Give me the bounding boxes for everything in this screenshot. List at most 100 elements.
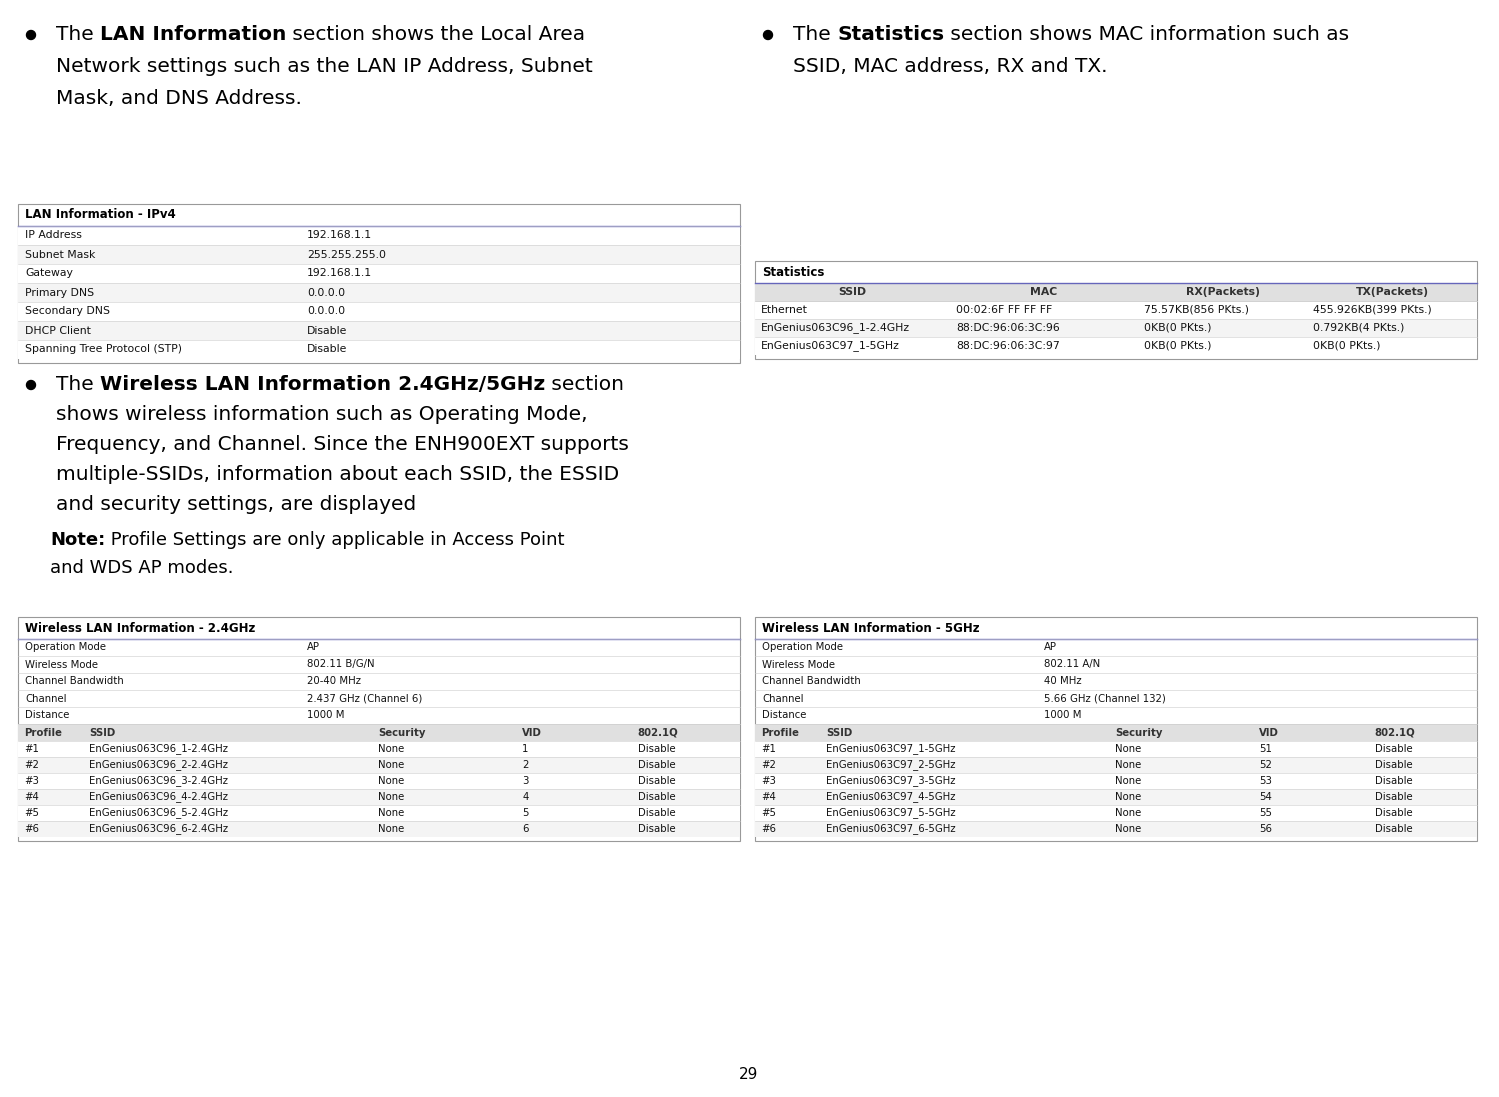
Text: VID: VID <box>522 727 543 737</box>
Text: 1000 M: 1000 M <box>307 711 345 721</box>
Text: IP Address: IP Address <box>25 230 82 240</box>
Text: Wireless LAN Information - 5GHz: Wireless LAN Information - 5GHz <box>761 622 980 634</box>
Text: EnGenius063C97_1-5GHz: EnGenius063C97_1-5GHz <box>761 340 899 351</box>
Bar <box>18 204 741 363</box>
Text: EnGenius063C97_1-5GHz: EnGenius063C97_1-5GHz <box>826 744 955 755</box>
Text: SSID: SSID <box>88 727 115 737</box>
Text: #5: #5 <box>24 808 39 818</box>
Text: #2: #2 <box>24 760 39 770</box>
Text: Operation Mode: Operation Mode <box>761 643 842 653</box>
Text: None: None <box>378 744 405 754</box>
Text: 4: 4 <box>522 792 529 802</box>
Text: multiple-SSIDs, information about each SSID, the ESSID: multiple-SSIDs, information about each S… <box>55 465 619 484</box>
Text: Disable: Disable <box>637 760 676 770</box>
Text: 0KB(0 PKts.): 0KB(0 PKts.) <box>1313 341 1381 351</box>
Text: 3: 3 <box>522 776 529 785</box>
Text: SSID: SSID <box>826 727 853 737</box>
Text: None: None <box>1115 776 1141 785</box>
Text: VID: VID <box>1259 727 1279 737</box>
Text: None: None <box>1115 792 1141 802</box>
Text: 29: 29 <box>739 1067 758 1082</box>
Text: Statistics: Statistics <box>761 265 824 279</box>
Bar <box>18 302 741 321</box>
Text: 52: 52 <box>1259 760 1273 770</box>
Bar <box>755 319 1477 337</box>
Bar <box>18 821 741 837</box>
Text: EnGenius063C96_2-2.4GHz: EnGenius063C96_2-2.4GHz <box>88 759 228 770</box>
Text: EnGenius063C97_3-5GHz: EnGenius063C97_3-5GHz <box>826 776 955 787</box>
Text: 88:DC:96:06:3C:97: 88:DC:96:06:3C:97 <box>956 341 1060 351</box>
Bar <box>755 724 1477 740</box>
Text: Distance: Distance <box>761 711 806 721</box>
Text: Channel: Channel <box>25 693 66 703</box>
Text: Primary DNS: Primary DNS <box>25 287 94 297</box>
Text: LAN Information: LAN Information <box>100 25 286 44</box>
Text: 1000 M: 1000 M <box>1043 711 1081 721</box>
Text: Wireless Mode: Wireless Mode <box>25 659 97 669</box>
Bar <box>18 740 741 757</box>
Text: #3: #3 <box>761 776 776 785</box>
Text: 2.437 GHz (Channel 6): 2.437 GHz (Channel 6) <box>307 693 423 703</box>
Text: 5: 5 <box>522 808 529 818</box>
Bar <box>755 773 1477 789</box>
Text: 0.0.0.0: 0.0.0.0 <box>307 306 345 317</box>
Text: Disable: Disable <box>637 776 676 785</box>
Bar <box>18 245 741 264</box>
Text: 455.926KB(399 PKts.): 455.926KB(399 PKts.) <box>1313 305 1432 315</box>
Text: 56: 56 <box>1259 824 1273 834</box>
Text: 802.11 B/G/N: 802.11 B/G/N <box>307 659 375 669</box>
Text: Profile Settings are only applicable in Access Point: Profile Settings are only applicable in … <box>105 531 565 548</box>
Text: EnGenius063C96_6-2.4GHz: EnGenius063C96_6-2.4GHz <box>88 824 228 835</box>
Text: SSID, MAC address, RX and TX.: SSID, MAC address, RX and TX. <box>793 57 1108 76</box>
Bar <box>755 301 1477 319</box>
Bar <box>755 617 1477 841</box>
Bar <box>18 264 741 283</box>
Text: None: None <box>1115 808 1141 818</box>
Text: Network settings such as the LAN IP Address, Subnet: Network settings such as the LAN IP Addr… <box>55 57 592 76</box>
Text: Channel Bandwidth: Channel Bandwidth <box>761 677 860 687</box>
Bar <box>18 789 741 805</box>
Bar <box>755 805 1477 821</box>
Bar <box>755 337 1477 355</box>
Text: EnGenius063C96_1-2.4GHz: EnGenius063C96_1-2.4GHz <box>88 744 228 755</box>
Text: 00:02:6F FF FF FF: 00:02:6F FF FF FF <box>956 305 1052 315</box>
Text: #4: #4 <box>761 792 776 802</box>
Text: Wireless Mode: Wireless Mode <box>761 659 835 669</box>
Text: RX(Packets): RX(Packets) <box>1186 287 1259 297</box>
Text: Disable: Disable <box>637 824 676 834</box>
Bar <box>18 724 741 740</box>
Text: Statistics: Statistics <box>836 25 944 44</box>
Text: The: The <box>55 375 100 394</box>
Bar <box>18 757 741 773</box>
Bar <box>755 821 1477 837</box>
Text: SSID: SSID <box>838 287 866 297</box>
Bar <box>18 321 741 340</box>
Text: None: None <box>378 808 405 818</box>
Text: EnGenius063C96_1-2.4GHz: EnGenius063C96_1-2.4GHz <box>761 323 910 333</box>
Text: Security: Security <box>1115 727 1162 737</box>
Text: Mask, and DNS Address.: Mask, and DNS Address. <box>55 89 301 108</box>
Text: Disable: Disable <box>637 792 676 802</box>
Text: Channel: Channel <box>761 693 803 703</box>
Text: 51: 51 <box>1259 744 1273 754</box>
Text: 192.168.1.1: 192.168.1.1 <box>307 230 372 240</box>
Bar <box>18 340 741 359</box>
Text: EnGenius063C97_5-5GHz: EnGenius063C97_5-5GHz <box>826 807 955 818</box>
Text: 5.66 GHz (Channel 132): 5.66 GHz (Channel 132) <box>1043 693 1166 703</box>
Text: Frequency, and Channel. Since the ENH900EXT supports: Frequency, and Channel. Since the ENH900… <box>55 436 630 454</box>
Text: None: None <box>378 776 405 785</box>
Bar <box>18 283 741 302</box>
Text: 802.1Q: 802.1Q <box>1375 727 1415 737</box>
Text: 75.57KB(856 PKts.): 75.57KB(856 PKts.) <box>1144 305 1249 315</box>
Text: #1: #1 <box>24 744 39 754</box>
Text: Disable: Disable <box>1375 808 1412 818</box>
Text: The: The <box>793 25 836 44</box>
Text: 255.255.255.0: 255.255.255.0 <box>307 249 385 260</box>
Text: None: None <box>1115 760 1141 770</box>
Text: Channel Bandwidth: Channel Bandwidth <box>25 677 124 687</box>
Text: section: section <box>546 375 625 394</box>
Text: #1: #1 <box>761 744 776 754</box>
Bar <box>18 805 741 821</box>
Text: TX(Packets): TX(Packets) <box>1355 287 1429 297</box>
Text: Disable: Disable <box>307 326 348 336</box>
